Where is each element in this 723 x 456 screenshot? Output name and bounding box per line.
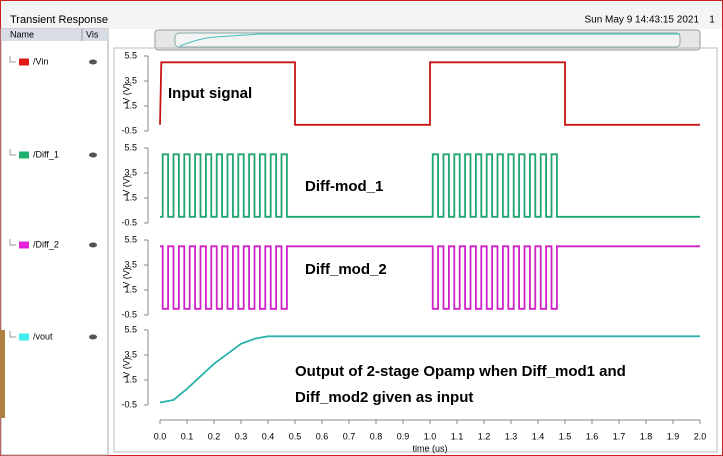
x-tick-label: 0.9 bbox=[397, 431, 410, 441]
legend-swatch bbox=[19, 151, 29, 159]
x-axis-label: time (us) bbox=[412, 443, 447, 453]
page-number: 1 bbox=[709, 15, 715, 26]
x-tick-label: 0.6 bbox=[316, 431, 329, 441]
x-tick-label: 1.0 bbox=[424, 431, 437, 441]
x-tick-label: 1.9 bbox=[667, 431, 680, 441]
y-tick-label: 3.5 bbox=[124, 75, 137, 85]
annotation: Diff_mod_2 bbox=[305, 261, 387, 278]
x-tick-label: 1.6 bbox=[586, 431, 599, 441]
y-tick-label: 5.5 bbox=[124, 142, 137, 152]
y-axis-label: V (V) bbox=[121, 175, 131, 196]
y-tick-label: 3.5 bbox=[124, 259, 137, 269]
date: Sun May 9 14:43:15 2021 bbox=[584, 15, 699, 26]
legend-name: /Diff_1 bbox=[33, 149, 59, 159]
annotation: Diff_mod2 given as input bbox=[295, 389, 473, 406]
scroll-thumb[interactable] bbox=[174, 32, 681, 48]
y-tick-label: 1.5 bbox=[124, 284, 137, 294]
trace bbox=[160, 153, 700, 218]
y-tick-label: 3.5 bbox=[124, 167, 137, 177]
name-panel bbox=[0, 28, 109, 456]
annotation: Input signal bbox=[168, 85, 252, 102]
selection-bar bbox=[0, 330, 5, 418]
header-bar bbox=[1, 1, 722, 29]
y-tick-label: -0.5 bbox=[121, 125, 137, 135]
tree-line bbox=[9, 56, 16, 63]
tree-line bbox=[9, 239, 16, 246]
trace bbox=[160, 245, 700, 310]
y-tick-label: 3.5 bbox=[124, 349, 137, 359]
name-column: Name bbox=[10, 29, 34, 39]
legend-swatch bbox=[19, 241, 29, 249]
visibility-eye bbox=[89, 152, 97, 158]
y-tick-label: 5.5 bbox=[124, 234, 137, 244]
visibility-eye bbox=[89, 242, 97, 248]
x-tick-label: 0.4 bbox=[262, 431, 275, 441]
y-tick-label: 1.5 bbox=[124, 374, 137, 384]
x-tick-label: 0.5 bbox=[289, 431, 302, 441]
y-tick-label: -0.5 bbox=[121, 309, 137, 319]
y-tick-label: -0.5 bbox=[121, 399, 137, 409]
window-title: Transient Response bbox=[10, 14, 108, 26]
overview-trace bbox=[179, 33, 680, 47]
tree-line bbox=[9, 331, 16, 338]
legend-name: /Diff_2 bbox=[33, 239, 59, 249]
x-tick-label: 0.2 bbox=[208, 431, 221, 441]
x-tick-label: 0.3 bbox=[235, 431, 248, 441]
y-axis-label: V (V) bbox=[121, 83, 131, 104]
y-axis-label: V (V) bbox=[121, 267, 131, 288]
y-tick-label: 5.5 bbox=[124, 324, 137, 334]
legend-name: /vout bbox=[33, 331, 53, 341]
y-tick-label: 5.5 bbox=[124, 50, 137, 60]
x-tick-label: 1.7 bbox=[613, 431, 626, 441]
x-tick-label: 0.8 bbox=[370, 431, 383, 441]
x-tick-label: 1.4 bbox=[532, 431, 545, 441]
trace bbox=[159, 335, 700, 404]
x-tick-label: 1.5 bbox=[559, 431, 572, 441]
x-tick-label: 0.7 bbox=[343, 431, 356, 441]
tree-line bbox=[9, 149, 16, 156]
annotation: Output of 2-stage Opamp when Diff_mod1 a… bbox=[295, 363, 626, 380]
visibility-eye bbox=[89, 334, 97, 340]
y-axis-label: V (V) bbox=[121, 357, 131, 378]
plot-area bbox=[113, 47, 718, 453]
x-tick-label: 0.0 bbox=[154, 431, 167, 441]
legend-swatch bbox=[19, 333, 29, 341]
vis-column: Vis bbox=[86, 29, 99, 39]
annotation: Diff-mod_1 bbox=[305, 178, 383, 195]
x-tick-label: 1.8 bbox=[640, 431, 653, 441]
x-tick-label: 2.0 bbox=[694, 431, 707, 441]
legend-swatch bbox=[19, 58, 29, 66]
name-header bbox=[1, 29, 108, 41]
x-tick-label: 1.3 bbox=[505, 431, 518, 441]
x-tick-label: 0.1 bbox=[181, 431, 194, 441]
y-tick-label: 1.5 bbox=[124, 100, 137, 110]
visibility-eye bbox=[89, 59, 97, 65]
y-tick-label: -0.5 bbox=[121, 217, 137, 227]
y-tick-label: 1.5 bbox=[124, 192, 137, 202]
x-tick-label: 1.2 bbox=[478, 431, 491, 441]
x-tick-label: 1.1 bbox=[451, 431, 464, 441]
legend-name: /Vin bbox=[33, 56, 48, 66]
trace bbox=[159, 61, 700, 126]
